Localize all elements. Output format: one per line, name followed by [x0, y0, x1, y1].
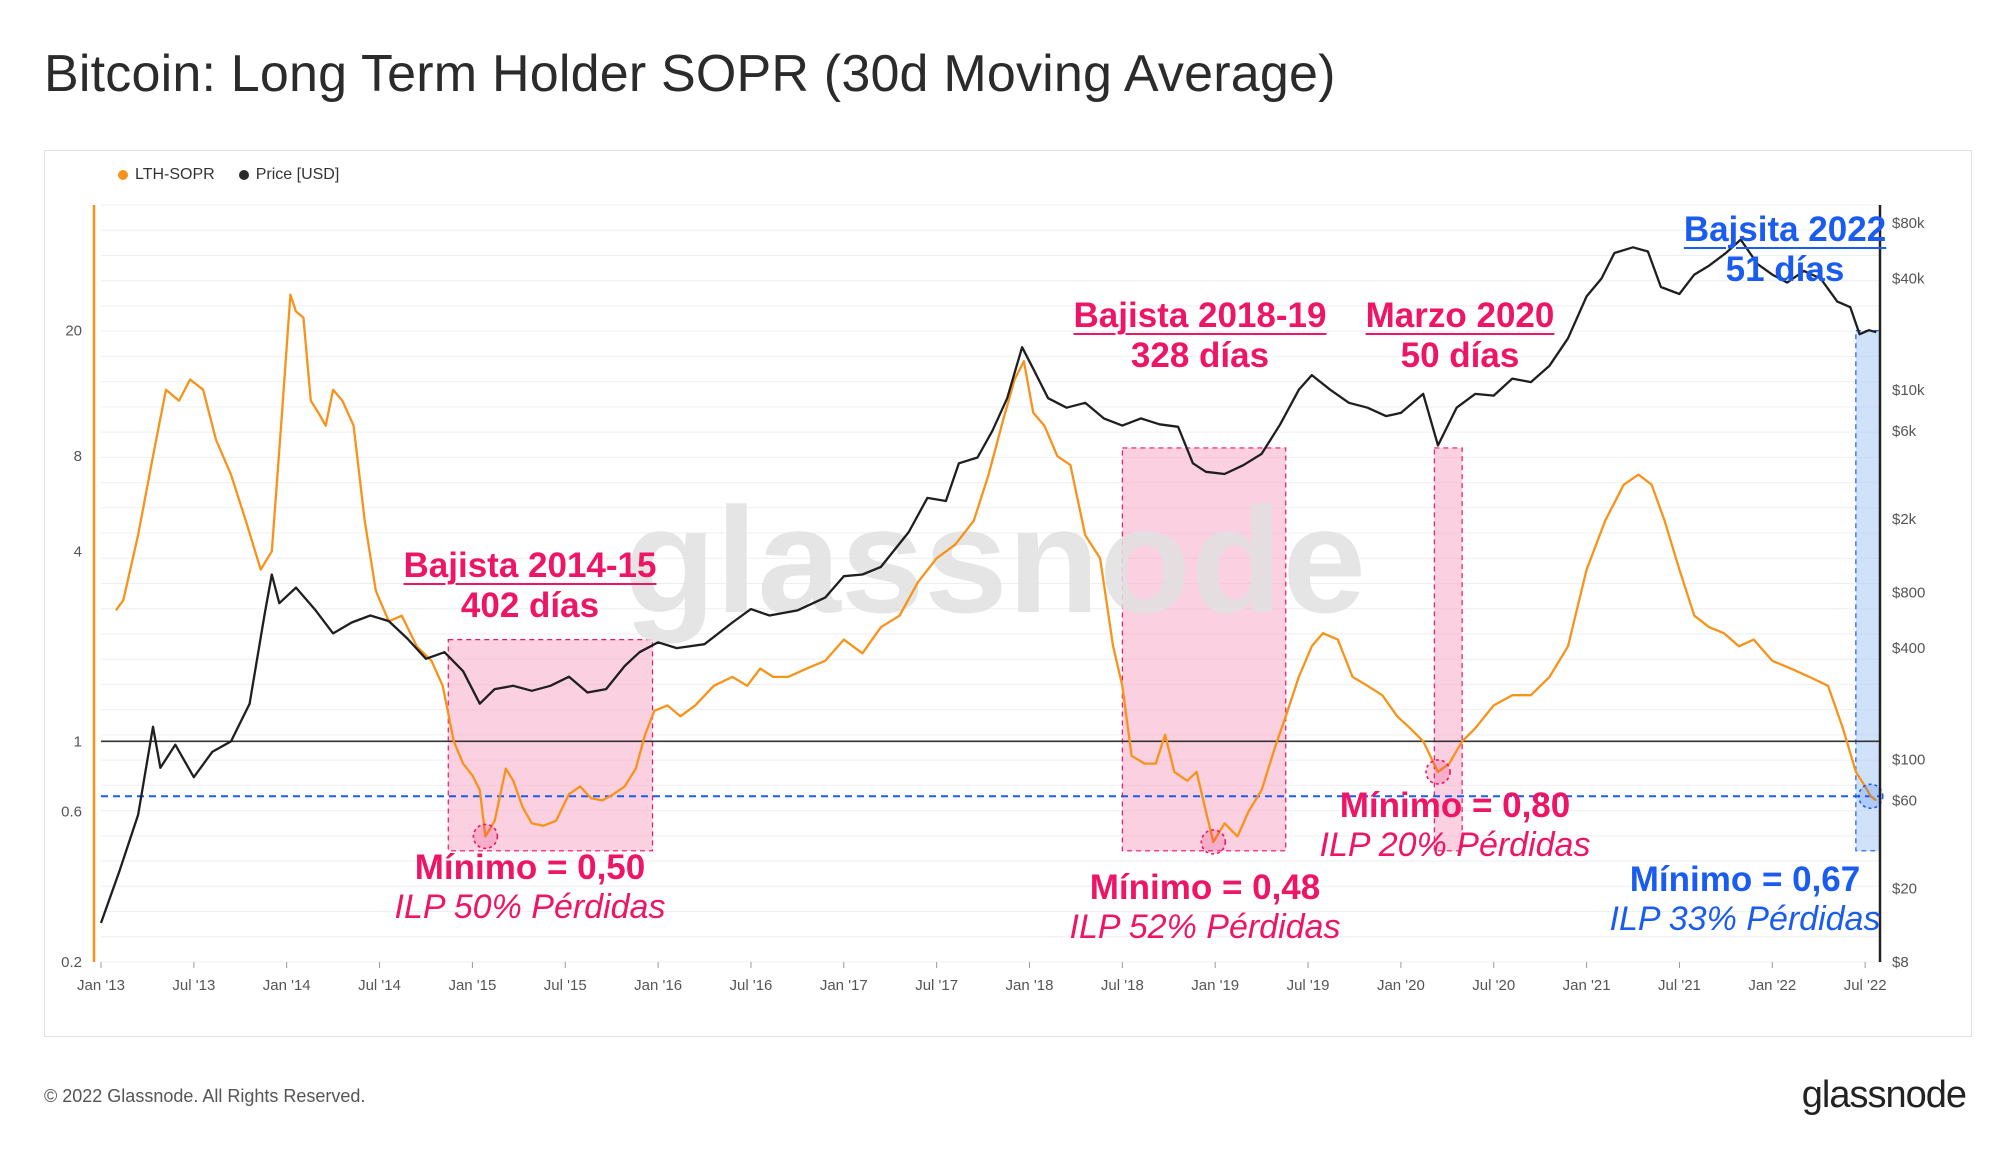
- footer-logo[interactable]: glassnode: [1801, 1074, 1967, 1116]
- x-tick-label: Jan '13: [77, 977, 125, 994]
- annotation-march-2020-days: 50 días: [1400, 336, 1520, 376]
- x-tick-label: Jan '16: [634, 977, 682, 994]
- left-tick-label: 0.6: [61, 803, 82, 820]
- x-tick-label: Jul '15: [544, 977, 587, 994]
- annotation-bear-2018-title: Bajista 2018-19: [1073, 296, 1327, 335]
- annotation-bear-2022-days: 51 días: [1725, 250, 1845, 290]
- left-tick-label: 0.2: [61, 954, 82, 971]
- right-tick-label: $800: [1892, 584, 1925, 601]
- x-tick-label: Jul '13: [172, 977, 215, 994]
- shaded-region: [1433, 447, 1463, 852]
- annotation-bear-2014-header: Bajista 2014-15 402 días: [380, 546, 680, 627]
- legend-label-sopr: LTH-SOPR: [135, 166, 215, 183]
- annotation-bear-2018-footer: Mínimo = 0,48 ILP 52% Pérdidas: [1040, 868, 1370, 947]
- x-tick-label: Jul '20: [1472, 977, 1515, 994]
- shaded-region: [1855, 330, 1881, 852]
- watermark: glassnode: [624, 476, 1366, 644]
- legend-dot-price-icon: [238, 170, 249, 180]
- x-tick-label: Jul '17: [915, 977, 958, 994]
- legend-dot-sopr-icon: [118, 170, 128, 180]
- left-tick-label: 1: [74, 733, 82, 750]
- annotation-bear-2014-days: 402 días: [460, 586, 600, 626]
- x-tick-label: Jul '22: [1844, 977, 1887, 994]
- x-tick-label: Jul '14: [358, 977, 401, 994]
- right-tick-label: $400: [1892, 640, 1925, 657]
- right-tick-label: $80k: [1892, 215, 1925, 232]
- annotation-bear-2018-header: Bajista 2018-19 328 días: [1050, 296, 1350, 377]
- x-tick-label: Jan '15: [448, 977, 496, 994]
- annotation-bear-2014-title: Bajista 2014-15: [403, 546, 657, 585]
- x-tick-label: Jan '20: [1377, 977, 1425, 994]
- annotation-bear-2022-footer: Mínimo = 0,67 ILP 33% Pérdidas: [1585, 860, 1905, 939]
- right-tick-label: $40k: [1892, 271, 1925, 288]
- chart-legend: LTH-SOPR Price [USD]: [118, 166, 339, 184]
- minimum-marker: [472, 823, 499, 850]
- annotation-bear-2022-title: Bajsita 2022: [1683, 210, 1887, 249]
- right-tick-label: $6k: [1892, 423, 1917, 440]
- x-tick-label: Jan '21: [1563, 977, 1611, 994]
- right-tick-label: $8: [1892, 954, 1909, 971]
- x-tick-label: Jul '16: [730, 977, 773, 994]
- footer-copyright: © 2022 Glassnode. All Rights Reserved.: [44, 1086, 366, 1106]
- right-tick-label: $2k: [1892, 511, 1917, 528]
- annotation-bear-2014-min: Mínimo = 0,50: [414, 848, 646, 887]
- annotation-march-2020-header: Marzo 2020 50 días: [1340, 296, 1580, 377]
- left-tick-label: 8: [74, 448, 82, 465]
- x-tick-label: Jul '18: [1101, 977, 1144, 994]
- shaded-region: [1121, 447, 1287, 852]
- annotation-bear-2022-min: Mínimo = 0,67: [1629, 860, 1861, 899]
- legend-item-price[interactable]: Price [USD]: [238, 166, 340, 184]
- x-tick-label: Jul '19: [1287, 977, 1330, 994]
- annotation-bear-2018-ilp: ILP 52% Pérdidas: [1069, 908, 1341, 947]
- right-tick-label: $60: [1892, 792, 1917, 809]
- x-tick-label: Jan '19: [1191, 977, 1239, 994]
- annotation-march-2020-footer: Mínimo = 0,80 ILP 20% Pérdidas: [1290, 786, 1620, 865]
- minimum-marker: [1857, 783, 1884, 810]
- x-tick-label: Jan '14: [263, 977, 311, 994]
- annotation-bear-2014-ilp: ILP 50% Pérdidas: [394, 888, 666, 927]
- x-tick-label: Jan '17: [820, 977, 868, 994]
- x-tick-label: Jul '21: [1658, 977, 1701, 994]
- legend-label-price: Price [USD]: [255, 166, 340, 183]
- annotation-bear-2018-min: Mínimo = 0,48: [1089, 868, 1321, 907]
- minimum-marker: [1200, 829, 1227, 855]
- series-line-sopr: [114, 293, 1877, 844]
- left-tick-label: 4: [74, 543, 82, 560]
- chart-frame: [44, 150, 1972, 1037]
- left-tick-label: 20: [65, 323, 82, 340]
- x-tick-label: Jan '18: [1006, 977, 1054, 994]
- annotation-march-2020-title: Marzo 2020: [1365, 296, 1555, 335]
- annotation-bear-2014-footer: Mínimo = 0,50 ILP 50% Pérdidas: [370, 848, 690, 927]
- annotation-march-2020-min: Mínimo = 0,80: [1339, 786, 1571, 825]
- series-line-price: [99, 238, 1877, 924]
- annotation-march-2020-ilp: ILP 20% Pérdidas: [1319, 826, 1591, 865]
- annotation-bear-2022-header: Bajsita 2022 51 días: [1660, 210, 1910, 291]
- x-tick-label: Jan '22: [1748, 977, 1796, 994]
- annotation-bear-2018-days: 328 días: [1130, 336, 1270, 376]
- annotation-bear-2022-ilp: ILP 33% Pérdidas: [1609, 900, 1881, 939]
- right-tick-label: $100: [1892, 751, 1925, 768]
- minimum-marker: [1425, 759, 1451, 785]
- right-tick-label: $20: [1892, 880, 1917, 897]
- right-tick-label: $10k: [1892, 382, 1925, 399]
- page-title: Bitcoin: Long Term Holder SOPR (30d Movi…: [44, 45, 1336, 103]
- legend-item-sopr[interactable]: LTH-SOPR: [118, 166, 215, 184]
